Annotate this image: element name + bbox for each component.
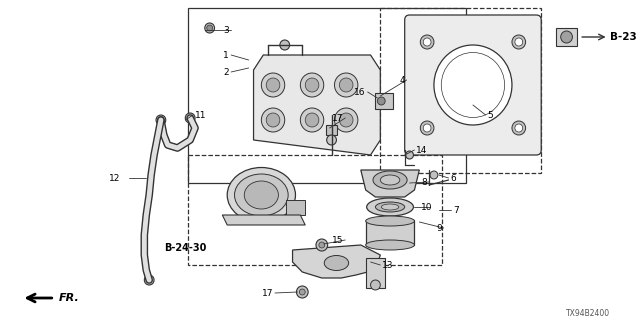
Circle shape — [326, 135, 337, 145]
Circle shape — [316, 239, 328, 251]
Bar — [376, 93, 393, 109]
Circle shape — [205, 23, 214, 33]
Circle shape — [300, 289, 305, 295]
Bar — [365, 258, 385, 288]
Ellipse shape — [324, 255, 349, 270]
Circle shape — [515, 124, 523, 132]
Ellipse shape — [365, 216, 415, 226]
Text: 11: 11 — [195, 110, 207, 119]
Polygon shape — [292, 245, 380, 278]
Ellipse shape — [367, 198, 413, 216]
Ellipse shape — [381, 204, 399, 210]
Text: 3: 3 — [223, 26, 229, 35]
Bar — [188, 8, 466, 183]
Circle shape — [185, 113, 195, 123]
Circle shape — [266, 78, 280, 92]
Text: 5: 5 — [488, 110, 493, 119]
Text: 16: 16 — [354, 87, 365, 97]
Circle shape — [561, 31, 572, 43]
Text: 2: 2 — [223, 68, 229, 76]
Bar — [556, 28, 577, 46]
Circle shape — [430, 171, 438, 179]
Circle shape — [296, 286, 308, 298]
Circle shape — [156, 115, 166, 125]
Circle shape — [335, 73, 358, 97]
Ellipse shape — [244, 181, 278, 209]
Circle shape — [512, 121, 525, 135]
Text: FR.: FR. — [58, 293, 79, 303]
Text: 7: 7 — [454, 205, 459, 214]
Circle shape — [300, 108, 324, 132]
Circle shape — [515, 38, 523, 46]
Circle shape — [423, 38, 431, 46]
Circle shape — [280, 40, 290, 50]
Circle shape — [339, 113, 353, 127]
Bar — [326, 125, 337, 135]
Ellipse shape — [227, 167, 296, 222]
Bar — [380, 8, 541, 173]
Circle shape — [420, 121, 434, 135]
Circle shape — [266, 113, 280, 127]
Ellipse shape — [234, 174, 288, 216]
Text: 6: 6 — [451, 173, 456, 182]
Ellipse shape — [434, 45, 512, 125]
Circle shape — [512, 35, 525, 49]
Ellipse shape — [441, 52, 505, 117]
Text: 12: 12 — [109, 173, 120, 182]
Text: 15: 15 — [332, 236, 343, 244]
Text: 17: 17 — [332, 114, 343, 123]
Circle shape — [261, 108, 285, 132]
Circle shape — [319, 242, 324, 248]
Polygon shape — [253, 55, 380, 155]
Text: 14: 14 — [417, 146, 428, 155]
Ellipse shape — [365, 240, 415, 250]
Text: 8: 8 — [421, 178, 427, 187]
Bar — [365, 220, 415, 245]
Text: TX94B2400: TX94B2400 — [566, 308, 610, 317]
Circle shape — [300, 73, 324, 97]
Circle shape — [371, 280, 380, 290]
Circle shape — [145, 275, 154, 285]
Text: 17: 17 — [262, 289, 273, 298]
Text: B-23: B-23 — [611, 32, 637, 42]
Text: 9: 9 — [436, 223, 442, 233]
Circle shape — [420, 35, 434, 49]
Circle shape — [378, 97, 385, 105]
Text: 1: 1 — [223, 51, 229, 60]
Text: 13: 13 — [382, 260, 394, 269]
FancyBboxPatch shape — [404, 15, 541, 155]
Text: B-24-30: B-24-30 — [164, 243, 206, 253]
Circle shape — [406, 151, 413, 159]
Circle shape — [339, 78, 353, 92]
Circle shape — [305, 78, 319, 92]
Ellipse shape — [376, 202, 404, 212]
Bar — [285, 200, 305, 215]
Text: 10: 10 — [420, 203, 432, 212]
Text: 4: 4 — [399, 76, 404, 84]
Polygon shape — [361, 170, 419, 197]
Ellipse shape — [373, 171, 407, 189]
Circle shape — [335, 108, 358, 132]
Bar — [188, 155, 442, 265]
Circle shape — [261, 73, 285, 97]
Circle shape — [305, 113, 319, 127]
Circle shape — [207, 25, 212, 31]
Polygon shape — [222, 215, 305, 225]
Ellipse shape — [380, 175, 400, 185]
Circle shape — [423, 124, 431, 132]
